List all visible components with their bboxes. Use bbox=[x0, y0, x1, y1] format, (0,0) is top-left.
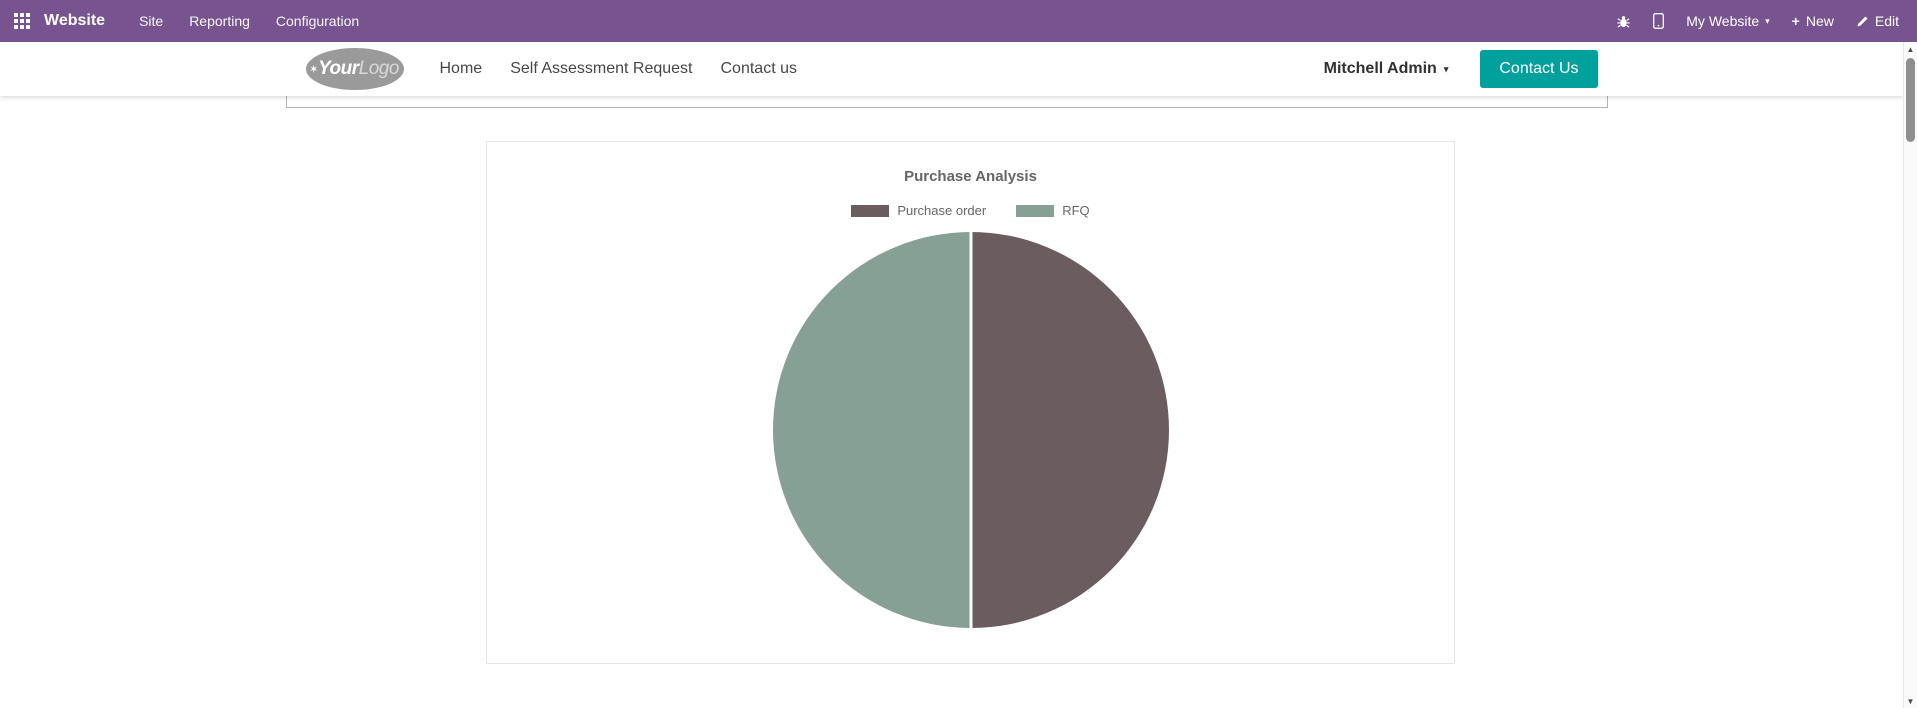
apps-grid-icon[interactable] bbox=[14, 13, 30, 29]
legend-item-purchase-order[interactable]: Purchase order bbox=[851, 203, 986, 218]
app-brand-website[interactable]: Website bbox=[44, 12, 106, 29]
my-website-label: My Website bbox=[1686, 13, 1760, 29]
chevron-down-icon: ▾ bbox=[1443, 63, 1449, 74]
pencil-icon bbox=[1856, 15, 1869, 28]
contact-us-button[interactable]: Contact Us bbox=[1480, 50, 1598, 88]
menu-configuration[interactable]: Configuration bbox=[275, 13, 360, 29]
logo-text-your: Your bbox=[318, 58, 359, 79]
scrolled-element-remnant bbox=[286, 96, 1608, 108]
site-header: ✶ Your Logo Home Self Assessment Request… bbox=[0, 42, 1903, 96]
menu-reporting[interactable]: Reporting bbox=[189, 13, 250, 29]
logo-text-logo: Logo bbox=[358, 58, 400, 79]
chart-title: Purchase Analysis bbox=[904, 168, 1037, 185]
site-nav: Home Self Assessment Request Contact us bbox=[440, 60, 797, 78]
nav-link-contact-us[interactable]: Contact us bbox=[720, 60, 797, 77]
legend-label-rfq: RFQ bbox=[1062, 203, 1090, 218]
edit-button[interactable]: Edit bbox=[1856, 13, 1899, 29]
pie-chart-area bbox=[772, 232, 1169, 628]
legend-label-purchase-order: Purchase order bbox=[897, 203, 987, 218]
topbar-right-group: My Website ▾ + New Edit bbox=[1616, 13, 1905, 29]
mobile-preview-icon[interactable] bbox=[1653, 13, 1665, 29]
user-account-dropdown[interactable]: Mitchell Admin ▾ bbox=[1324, 60, 1449, 78]
debug-bug-icon[interactable] bbox=[1616, 14, 1631, 29]
scrollbar-up-arrow-icon[interactable]: ▲ bbox=[1906, 44, 1915, 54]
top-navbar: Website Site Reporting Configuration My … bbox=[0, 0, 1917, 42]
vertical-scrollbar[interactable]: ▲ ▼ bbox=[1903, 42, 1917, 708]
legend-item-rfq[interactable]: RFQ bbox=[1016, 203, 1090, 218]
site-header-right: Mitchell Admin ▾ Contact Us bbox=[1324, 50, 1598, 88]
scrollbar-thumb[interactable] bbox=[1906, 58, 1915, 142]
nav-link-self-assessment-request[interactable]: Self Assessment Request bbox=[510, 60, 693, 77]
chart-legend: Purchase order RFQ bbox=[487, 203, 1454, 218]
user-name: Mitchell Admin bbox=[1323, 60, 1437, 77]
my-website-dropdown[interactable]: My Website ▾ bbox=[1686, 13, 1769, 29]
site-logo[interactable]: ✶ Your Logo bbox=[305, 48, 404, 90]
menu-site[interactable]: Site bbox=[139, 13, 164, 29]
logo-star-icon: ✶ bbox=[310, 63, 318, 74]
nav-link-home[interactable]: Home bbox=[439, 60, 483, 77]
new-button-label: New bbox=[1805, 13, 1834, 29]
purchase-analysis-chart-card: Purchase Analysis Purchase order RFQ bbox=[486, 141, 1455, 664]
chevron-down-icon: ▾ bbox=[1765, 15, 1770, 26]
site-header-inner: ✶ Your Logo Home Self Assessment Request… bbox=[305, 42, 1598, 96]
new-button[interactable]: + New bbox=[1792, 13, 1834, 29]
scrollbar-down-arrow-icon[interactable]: ▼ bbox=[1906, 696, 1915, 706]
plus-icon: + bbox=[1791, 13, 1800, 29]
pie-slice-divider bbox=[969, 232, 972, 628]
edit-button-label: Edit bbox=[1874, 13, 1899, 29]
legend-swatch-purchase-order bbox=[851, 204, 890, 217]
legend-swatch-rfq bbox=[1016, 204, 1055, 217]
